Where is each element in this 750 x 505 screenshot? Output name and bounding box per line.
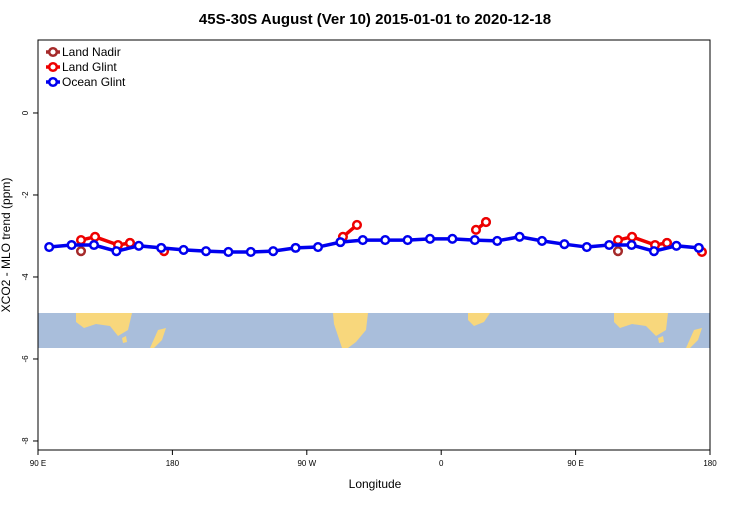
data-point <box>268 246 279 257</box>
y-tick-label: -8 <box>21 437 30 445</box>
legend-label: Land Nadir <box>62 45 121 59</box>
series-line <box>49 235 699 254</box>
data-point <box>671 240 682 251</box>
map-land <box>76 313 132 336</box>
data-point <box>424 233 436 244</box>
y-axis-label: XCO2 - MLO trend (ppm) <box>0 178 13 313</box>
data-point <box>581 242 592 253</box>
legend-label: Ocean Glint <box>62 75 126 89</box>
data-point <box>88 239 100 251</box>
map-land <box>333 313 368 348</box>
data-point <box>357 235 368 246</box>
data-point <box>156 242 167 253</box>
data-point <box>559 239 570 250</box>
legend-marker <box>47 61 59 73</box>
data-point <box>402 235 413 246</box>
data-point <box>661 237 673 248</box>
data-point <box>469 235 480 246</box>
data-point <box>693 242 704 253</box>
x-tick-label: 90 W <box>297 459 316 468</box>
data-point <box>447 233 458 244</box>
data-point <box>44 242 55 253</box>
chart-title: 45S-30S August (Ver 10) 2015-01-01 to 20… <box>199 11 551 28</box>
data-point <box>612 235 624 246</box>
map-land <box>658 336 664 343</box>
data-point <box>223 246 234 258</box>
legend-marker <box>47 76 59 88</box>
legend-marker <box>47 46 59 58</box>
data-point <box>492 235 503 246</box>
data-point <box>648 246 660 257</box>
data-point <box>66 239 77 251</box>
data-point <box>75 246 87 257</box>
data-point <box>75 235 87 246</box>
legend-label: Land Glint <box>62 60 117 74</box>
data-point <box>111 246 122 257</box>
y-tick-label: -2 <box>21 191 30 199</box>
data-point <box>245 246 256 258</box>
x-tick-label: 180 <box>166 459 180 468</box>
map-ocean <box>38 313 710 348</box>
map-land <box>468 313 490 326</box>
data-point <box>604 239 615 251</box>
data-point <box>612 246 624 257</box>
y-tick-label: 0 <box>21 110 30 115</box>
map-strip <box>38 313 710 348</box>
x-tick-label: 90 E <box>30 459 46 468</box>
y-tick-label: -4 <box>21 273 30 281</box>
y-tick-label: -6 <box>21 355 30 363</box>
map-land <box>122 336 127 343</box>
data-point <box>335 237 346 248</box>
data-point <box>514 231 525 242</box>
x-tick-label: 90 E <box>567 459 583 468</box>
data-point <box>178 244 189 255</box>
x-tick-label: 180 <box>703 459 717 468</box>
data-point <box>380 235 391 246</box>
plot-frame <box>37 39 711 451</box>
data-point <box>626 231 638 242</box>
map-land <box>614 313 668 336</box>
map-land <box>686 328 702 348</box>
data-point <box>626 239 637 251</box>
data-point <box>200 246 212 257</box>
data-point <box>133 240 144 251</box>
data-point <box>536 235 548 246</box>
data-point <box>470 224 482 235</box>
data-point <box>351 219 363 230</box>
data-point <box>290 242 301 253</box>
data-point <box>89 231 101 242</box>
map-land <box>150 328 166 348</box>
x-axis-label: Longitude <box>349 477 402 491</box>
data-point <box>312 242 324 253</box>
data-point <box>480 216 492 228</box>
x-tick-label: 0 <box>439 459 444 468</box>
